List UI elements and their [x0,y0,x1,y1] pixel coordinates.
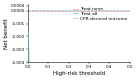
Treat all [33,68,35,69]
CPR-derived outcome [129,10,130,11]
Line: CPR-derived outcome: CPR-derived outcome [28,10,129,11]
Treat all [74,68,76,69]
CPR-derived outcome [126,10,127,11]
CPR-derived outcome [33,10,35,11]
Treat all [28,68,30,69]
Treat all [107,68,109,69]
CPR-derived outcome [77,10,78,11]
CPR-derived outcome [74,10,76,11]
Y-axis label: Net benefit: Net benefit [4,18,9,49]
CPR-derived outcome [126,10,127,11]
CPR-derived outcome [107,10,109,11]
Treat all [28,31,29,32]
Legend: Treat none, Treat all, CPR-derived outcome: Treat none, Treat all, CPR-derived outco… [72,7,127,21]
Treat all [129,68,130,69]
Treat all [126,68,127,69]
Treat all [77,68,79,69]
X-axis label: High-risk threshold: High-risk threshold [53,71,105,76]
Treat all [126,68,127,69]
Line: Treat all: Treat all [28,32,129,69]
